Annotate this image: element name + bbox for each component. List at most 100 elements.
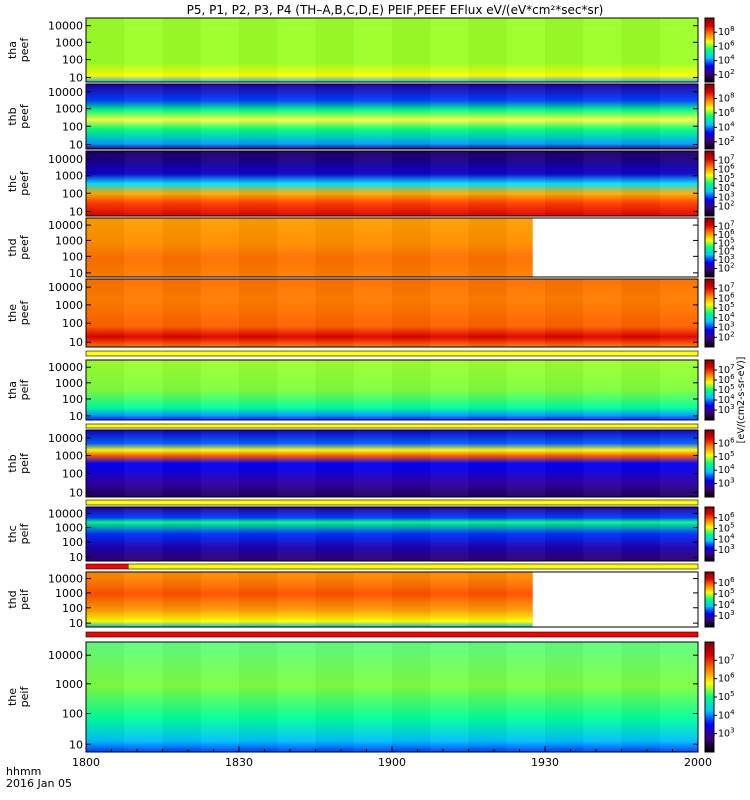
time-bin-shade xyxy=(392,218,430,277)
time-bin-shade xyxy=(507,507,545,561)
time-bin-shade xyxy=(239,18,277,82)
x-tick-label: 1800 xyxy=(72,756,100,769)
colorbar-tick-label: 105 xyxy=(718,450,735,463)
time-bin-shade xyxy=(545,279,583,347)
time-bin-shade xyxy=(124,218,162,277)
y-tick-label: 1000 xyxy=(55,678,83,691)
y-tick-label: 10 xyxy=(69,486,83,499)
time-bin-shade xyxy=(583,642,621,752)
time-bin-shade xyxy=(430,642,468,752)
y-tick-label: 1000 xyxy=(55,234,83,247)
y-tick-label: 10000 xyxy=(48,281,83,294)
time-bin-shade xyxy=(507,360,545,420)
y-tick-label: 1000 xyxy=(55,377,83,390)
time-bin-shade xyxy=(277,218,315,277)
panel-probe-label: thd xyxy=(6,238,19,256)
y-tick-label: 100 xyxy=(62,468,83,481)
time-bin-shade xyxy=(583,84,621,149)
time-bin-shade xyxy=(430,279,468,347)
time-bin-shade xyxy=(469,84,507,149)
panel-product-label: peif xyxy=(18,588,31,610)
time-bin-shade xyxy=(660,360,698,420)
colorbar-tick-label: 106 xyxy=(718,672,735,685)
flag-frame xyxy=(85,423,699,429)
time-bin-shade xyxy=(354,151,392,216)
colorbar xyxy=(704,506,715,562)
panel-probe-label: the xyxy=(6,688,19,706)
time-bin-shade xyxy=(124,84,162,149)
colorbar xyxy=(704,571,715,628)
colorbar xyxy=(704,278,715,348)
time-bin-shade xyxy=(430,430,468,497)
no-data-region xyxy=(532,572,698,627)
y-tick-label: 100 xyxy=(62,54,83,67)
time-bin-shade xyxy=(163,279,201,347)
x-tick-label: 1830 xyxy=(225,756,253,769)
y-tick-label: 100 xyxy=(62,393,83,406)
colorbar xyxy=(704,217,715,278)
time-bin-shade xyxy=(622,18,660,82)
time-bin-shade xyxy=(583,430,621,497)
colorbar-tick-label: 106 xyxy=(718,39,735,52)
time-bin-shade xyxy=(392,151,430,216)
time-bin-shade xyxy=(86,360,124,420)
time-bin-shade xyxy=(316,151,354,216)
panel-product-label: peif xyxy=(18,452,31,474)
spectrogram-fill xyxy=(86,642,698,752)
time-bin-shade xyxy=(469,279,507,347)
date-label: 2016 Jan 05 xyxy=(6,777,72,790)
time-bin-shade xyxy=(660,430,698,497)
panel-product-label: peif xyxy=(18,523,31,545)
flag-frame xyxy=(85,563,699,570)
panel-product-label: peef xyxy=(18,170,31,196)
colorbar-tick-label: 103 xyxy=(718,727,735,740)
y-tick-label: 100 xyxy=(62,250,83,263)
time-bin-shade xyxy=(354,84,392,149)
time-bin-shade xyxy=(86,430,124,497)
time-bin-shade xyxy=(469,151,507,216)
time-bin-shade xyxy=(622,642,660,752)
time-bin-shade xyxy=(622,507,660,561)
time-bin-shade xyxy=(163,430,201,497)
time-bin-shade xyxy=(163,218,201,277)
time-bin-shade xyxy=(354,507,392,561)
y-tick-label: 100 xyxy=(62,536,83,549)
time-bin-shade xyxy=(239,360,277,420)
time-bin-shade xyxy=(163,507,201,561)
time-axis: 1800 1830 1900 1930 2000 xyxy=(72,746,712,769)
time-bin-shade xyxy=(316,360,354,420)
time-bin-shade xyxy=(392,507,430,561)
colorbar-tick-label: 104 xyxy=(718,708,735,721)
time-bin-shade xyxy=(277,642,315,752)
time-bin-shade xyxy=(430,360,468,420)
time-bin-shade xyxy=(86,507,124,561)
x-tick-label: 1930 xyxy=(531,756,559,769)
y-tick-label: 100 xyxy=(62,187,83,200)
time-bin-shade xyxy=(545,642,583,752)
time-bin-shade xyxy=(316,642,354,752)
time-bin-shade xyxy=(277,507,315,561)
y-tick-label: 10 xyxy=(69,205,83,218)
y-tick-label: 10 xyxy=(69,738,83,751)
time-bin-shade xyxy=(545,430,583,497)
panel-probe-label: the xyxy=(6,304,19,322)
y-tick-label: 10000 xyxy=(48,432,83,445)
y-tick-label: 1000 xyxy=(55,103,83,116)
colorbar-tick-label: 104 xyxy=(718,54,735,67)
time-axis-label: hhmm xyxy=(6,765,41,778)
colorbar-tick-label: 102 xyxy=(718,135,735,148)
time-bin-shade xyxy=(469,18,507,82)
time-bin-shade xyxy=(86,572,124,627)
y-tick-label: 10 xyxy=(69,617,83,630)
x-tick-label: 2000 xyxy=(684,756,712,769)
panel-frame xyxy=(85,506,699,562)
time-bin-shade xyxy=(163,360,201,420)
time-bin-shade xyxy=(277,430,315,497)
time-bin-shade xyxy=(124,430,162,497)
time-bin-shade xyxy=(124,151,162,216)
